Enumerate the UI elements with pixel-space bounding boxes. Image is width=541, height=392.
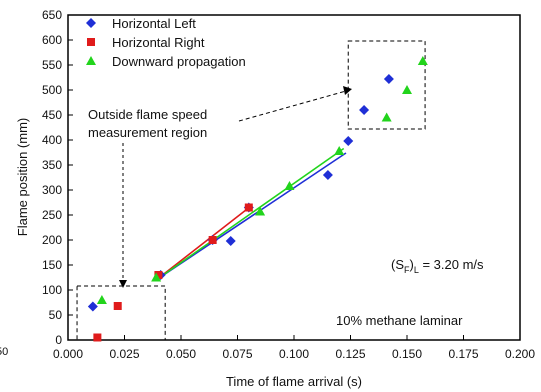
y-tick-label: 200 bbox=[42, 233, 62, 247]
legend-marker bbox=[87, 38, 95, 46]
y-tick-label: 350 bbox=[42, 158, 62, 172]
y-tick-label: 550 bbox=[42, 58, 62, 72]
data-point bbox=[93, 333, 102, 342]
y-tick-label: 650 bbox=[42, 8, 62, 22]
data-point bbox=[383, 74, 394, 84]
x-tick-label: 0.050 bbox=[166, 347, 196, 361]
outside-region-annotation: Outside flame speed measurement region bbox=[88, 86, 352, 288]
x-tick-label: 0.000 bbox=[53, 347, 83, 361]
legend-label: Horizontal Left bbox=[112, 16, 196, 31]
legend-label: Horizontal Right bbox=[112, 35, 205, 50]
data-point bbox=[151, 272, 162, 282]
data-point bbox=[322, 170, 333, 180]
data-point bbox=[343, 136, 354, 146]
x-axis-ticks: 0.000 0.025 0.050 0.075 0.100 0.125 0.150 0.175… bbox=[53, 335, 535, 361]
y-tick-label: 450 bbox=[42, 108, 62, 122]
y-tick-label: 600 bbox=[42, 33, 62, 47]
data-point bbox=[154, 271, 163, 279]
arrow-down-head bbox=[119, 280, 127, 288]
y-tick-label: 500 bbox=[42, 83, 62, 97]
legend-marker bbox=[86, 56, 96, 65]
data-point bbox=[255, 206, 266, 216]
data-point bbox=[359, 105, 370, 115]
x-tick-label: 0.150 bbox=[392, 347, 422, 361]
cropped-left-label: 50 bbox=[0, 346, 8, 358]
data-point bbox=[284, 181, 295, 190]
methane-annotation: 10% methane laminar bbox=[336, 313, 463, 328]
y-tick-label: 250 bbox=[42, 208, 62, 222]
fit-line bbox=[155, 205, 252, 281]
data-point bbox=[96, 295, 107, 304]
data-point bbox=[402, 85, 412, 94]
data-point bbox=[244, 203, 253, 212]
fit-line bbox=[155, 152, 347, 281]
data-point bbox=[87, 301, 98, 312]
y-tick-label: 0 bbox=[55, 333, 62, 347]
region-box bbox=[347, 40, 426, 130]
fit-line bbox=[155, 147, 345, 281]
x-tick-label: 0.100 bbox=[279, 347, 309, 361]
x-tick-label: 0.200 bbox=[505, 347, 535, 361]
data-points bbox=[87, 56, 428, 342]
data-point bbox=[113, 302, 122, 310]
y-tick-label: 300 bbox=[42, 183, 62, 197]
x-tick-label: 0.175 bbox=[448, 347, 478, 361]
y-axis-ticks: 0 50 100 150 200 250 300 350 400 450 500 550 600 650 bbox=[42, 8, 73, 347]
arrow-right-head bbox=[343, 86, 352, 95]
annotation-outside-line2: measurement region bbox=[88, 125, 207, 140]
y-axis-label: Flame position (mm) bbox=[15, 118, 30, 236]
y-tick-label: 150 bbox=[42, 258, 62, 272]
x-axis-label: Time of flame arrival (s) bbox=[226, 374, 362, 389]
x-tick-label: 0.025 bbox=[109, 347, 139, 361]
y-tick-label: 100 bbox=[42, 283, 62, 297]
fit-lines bbox=[155, 147, 347, 281]
x-tick-label: 0.075 bbox=[222, 347, 252, 361]
legend-label: Downward propagation bbox=[112, 54, 246, 69]
arrow-right bbox=[238, 90, 347, 122]
legend: Horizontal Left Horizontal Right Downward … bbox=[86, 16, 246, 69]
annotation-outside-line1: Outside flame speed bbox=[88, 107, 207, 122]
region-box bbox=[76, 285, 166, 341]
data-point bbox=[417, 56, 428, 65]
measurement-regions bbox=[76, 40, 426, 341]
y-tick-label: 50 bbox=[49, 308, 63, 322]
legend-marker bbox=[86, 18, 96, 28]
data-point bbox=[334, 146, 345, 155]
flame-speed-annotation: (SF)L = 3.20 m/s bbox=[391, 257, 484, 275]
data-point bbox=[225, 236, 236, 246]
x-tick-label: 0.125 bbox=[335, 347, 365, 361]
y-tick-label: 400 bbox=[42, 133, 62, 147]
data-point bbox=[381, 112, 392, 122]
data-point bbox=[208, 236, 217, 244]
